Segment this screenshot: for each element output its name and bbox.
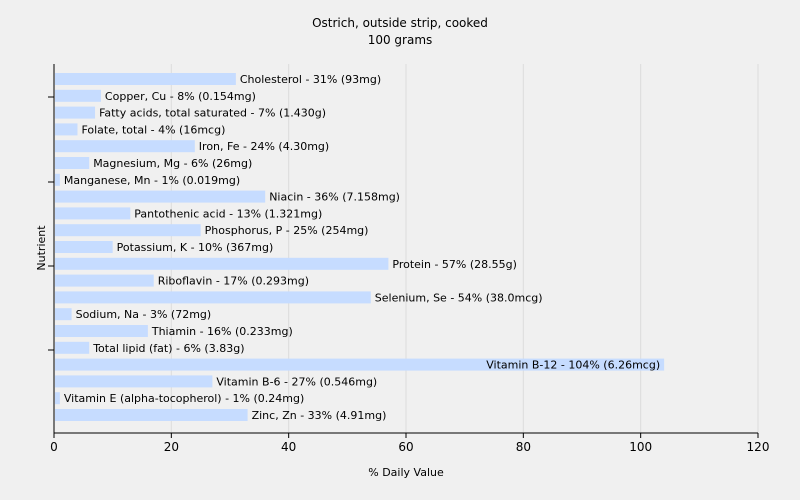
- bar: [55, 106, 96, 119]
- bar: [55, 123, 78, 136]
- bar-label: Protein - 57% (28.55g): [392, 258, 517, 271]
- bar: [55, 73, 236, 85]
- x-tick-label: 80: [516, 440, 531, 454]
- bar-label: Magnesium, Mg - 6% (26mg): [93, 157, 252, 170]
- x-tick-label: 60: [398, 440, 413, 454]
- x-tick-label: 20: [164, 440, 179, 454]
- bar: [55, 308, 72, 321]
- bar: [55, 89, 101, 102]
- axes: 0 20 40 60 80 100 120: [48, 64, 769, 454]
- y-axis-title: Nutrient: [35, 225, 48, 271]
- bar: [55, 358, 665, 371]
- bar-label: Vitamin E (alpha-tocopherol) - 1% (0.24m…: [64, 392, 304, 405]
- bar-label: Cholesterol - 31% (93mg): [240, 73, 381, 86]
- grid: [170, 64, 759, 433]
- bar: [55, 375, 213, 388]
- bar: [55, 207, 131, 220]
- bar: [55, 257, 389, 270]
- x-tick-label: 0: [50, 440, 58, 454]
- bar-label: Zinc, Zn - 33% (4.91mg): [252, 409, 387, 422]
- bar: [55, 291, 371, 304]
- bar: [55, 274, 154, 287]
- x-tick-label: 100: [629, 440, 652, 454]
- bar-label: Total lipid (fat) - 6% (3.83g): [92, 342, 244, 355]
- chart-title: Ostrich, outside strip, cooked: [312, 16, 488, 30]
- bar: [55, 173, 60, 186]
- bar-label: Thiamin - 16% (0.233mg): [151, 325, 293, 338]
- x-tick-label: 120: [747, 440, 770, 454]
- x-axis-title: % Daily Value: [368, 466, 444, 479]
- bar-label: Vitamin B-12 - 104% (6.26mcg): [486, 359, 660, 372]
- bar-label: Selenium, Se - 54% (38.0mcg): [375, 291, 543, 304]
- bar-label: Fatty acids, total saturated - 7% (1.430…: [99, 107, 326, 120]
- bar-label: Niacin - 36% (7.158mg): [269, 191, 400, 204]
- bar: [55, 190, 266, 203]
- bar-label: Folate, total - 4% (16mcg): [81, 123, 225, 136]
- bar: [55, 392, 60, 405]
- bar-label: Pantothenic acid - 13% (1.321mg): [134, 207, 322, 220]
- bar: [55, 325, 148, 337]
- x-tick-label: 40: [281, 440, 296, 454]
- bar: [55, 409, 248, 421]
- chart-subtitle: 100 grams: [368, 33, 433, 47]
- bar-label: Riboflavin - 17% (0.293mg): [158, 275, 309, 288]
- bar-label: Phosphorus, P - 25% (254mg): [205, 224, 369, 237]
- bar-label: Copper, Cu - 8% (0.154mg): [105, 90, 256, 103]
- bar: [55, 341, 90, 354]
- bar: [55, 140, 195, 153]
- bar-label: Vitamin B-6 - 27% (0.546mg): [216, 375, 377, 388]
- bar: [55, 224, 201, 237]
- bar-label: Potassium, K - 10% (367mg): [117, 241, 274, 254]
- bar-label: Sodium, Na - 3% (72mg): [76, 308, 212, 321]
- bar: [55, 157, 90, 169]
- bar: [55, 241, 113, 253]
- bars: Cholesterol - 31% (93mg) Copper, Cu - 8% …: [55, 73, 665, 422]
- bar-label: Iron, Fe - 24% (4.30mg): [199, 140, 329, 153]
- bar-label: Manganese, Mn - 1% (0.019mg): [64, 174, 240, 187]
